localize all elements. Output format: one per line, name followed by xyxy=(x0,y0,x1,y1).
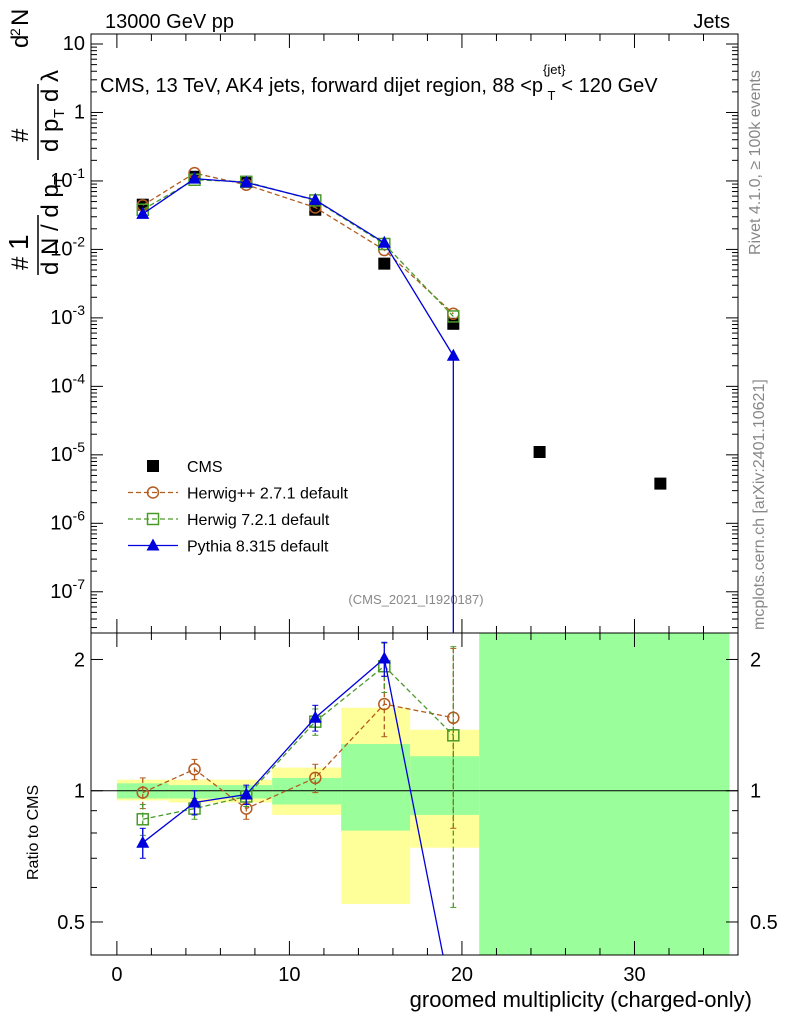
legend-label: Herwig++ 2.7.1 default xyxy=(187,486,349,503)
y-axis-label-ratio: Ratio to CMS xyxy=(25,785,42,880)
main-point-2 xyxy=(447,310,460,323)
ratio-point-2 xyxy=(188,795,202,808)
legend-marker xyxy=(146,486,160,499)
x-axis-label: groomed multiplicity (charged-only) xyxy=(410,987,752,1012)
y-tick-label: 10 xyxy=(63,33,85,55)
ratio-point-0 xyxy=(188,763,201,776)
ratio-point-1 xyxy=(447,729,460,742)
main-point-0 xyxy=(447,317,460,330)
main-point-3 xyxy=(239,175,253,188)
y-tick-label: 10-6 xyxy=(50,507,85,534)
axes: 10-7 10-6 10-5 10-4 10-3 10-2 10-1 1 10 0.5 0.5 1 1 2… xyxy=(50,33,778,986)
analysis-id: (CMS_2021_I1920187) xyxy=(348,592,483,607)
header-right: Jets xyxy=(693,11,730,33)
ratio-point-2 xyxy=(136,835,150,848)
legend-label: Pythia 8.315 default xyxy=(187,539,329,556)
ratio-point-2 xyxy=(239,787,253,800)
main-line-2 xyxy=(142,179,454,317)
svg-text:d: d xyxy=(7,35,34,48)
y-tick-label: 10-2 xyxy=(50,233,85,260)
ratio-band-green xyxy=(341,743,411,831)
ratio-y-tick-label: 0.5 xyxy=(57,912,85,934)
ratio-point-2 xyxy=(377,651,391,664)
ratio-band-green xyxy=(479,633,730,955)
y-tick-label: 10-1 xyxy=(50,165,85,192)
main-point-3 xyxy=(308,192,322,205)
y-tick-label: 10-3 xyxy=(50,302,85,329)
x-tick-label: 10 xyxy=(278,964,300,986)
ratio-frame xyxy=(90,632,739,956)
ratio-line-1 xyxy=(142,665,454,820)
svg-text:#: # xyxy=(7,128,34,142)
ratio-y-tick-label: 2 xyxy=(74,649,85,671)
svg-text:T: T xyxy=(51,176,68,185)
y-tick-label: 10-5 xyxy=(50,439,85,466)
main-point-3 xyxy=(446,348,460,361)
mcplots-label: mcplots.cern.ch [arXiv:2401.10621] xyxy=(751,379,768,630)
svg-text:1: 1 xyxy=(3,234,34,250)
svg-text:d p: d p xyxy=(37,119,64,152)
series-layer xyxy=(136,166,667,956)
y-axis-label-main: # 1 d N / d p T # d p T d λ d 2 N xyxy=(3,9,68,275)
main-point-0 xyxy=(378,257,391,270)
ratio-point-0 xyxy=(378,697,391,711)
x-tick-label: 0 xyxy=(111,964,122,986)
svg-text:2: 2 xyxy=(7,28,23,36)
y-tick-label: 1 xyxy=(74,101,85,123)
ratio-point-1 xyxy=(136,813,150,826)
chart-title: CMS, 13 TeV, AK4 jets, forward dijet reg… xyxy=(100,62,658,103)
ratio-point-2 xyxy=(308,710,322,723)
legend-label: CMS xyxy=(187,459,223,476)
main-line-3 xyxy=(142,177,454,633)
x-tick-label: 30 xyxy=(623,964,645,986)
ratio-y-tick-label-right: 1 xyxy=(750,781,761,803)
main-line-1 xyxy=(142,172,454,315)
legend-label: Herwig 7.2.1 default xyxy=(187,512,330,529)
ratio-point-0 xyxy=(136,786,150,799)
legend-marker xyxy=(146,512,160,526)
ratio-y-tick-label: 1 xyxy=(74,781,85,803)
y-tick-label: 10-7 xyxy=(50,576,85,603)
ratio-y-tick-label-right: 2 xyxy=(750,649,761,671)
ratio-line-2 xyxy=(142,657,444,956)
main-point-3 xyxy=(377,235,391,248)
header-left: 13000 GeV pp xyxy=(105,11,234,33)
x-tick-label: 20 xyxy=(451,964,473,986)
svg-text:T: T xyxy=(51,109,68,118)
ratio-bands xyxy=(116,633,730,955)
main-point-0 xyxy=(533,445,546,458)
main-point-3 xyxy=(136,206,150,219)
svg-text:N: N xyxy=(7,9,34,26)
rivet-label: Rivet 4.1.0, ≥ 100k events xyxy=(747,70,764,255)
legend-marker xyxy=(146,538,160,551)
svg-text:d λ: d λ xyxy=(37,70,64,102)
svg-text:#: # xyxy=(7,256,34,270)
main-point-0 xyxy=(654,477,667,490)
ratio-y-tick-label-right: 0.5 xyxy=(750,912,778,934)
main-point-3 xyxy=(188,171,202,184)
y-tick-label: 10-4 xyxy=(50,370,85,397)
ratio-point-0 xyxy=(309,771,322,785)
legend: CMS Herwig++ 2.7.1 default Herwig 7.2.1 de… xyxy=(128,459,349,556)
legend-marker xyxy=(147,460,159,472)
svg-text:d N / d p: d N / d p xyxy=(37,184,64,275)
ratio-band-green xyxy=(410,756,480,815)
